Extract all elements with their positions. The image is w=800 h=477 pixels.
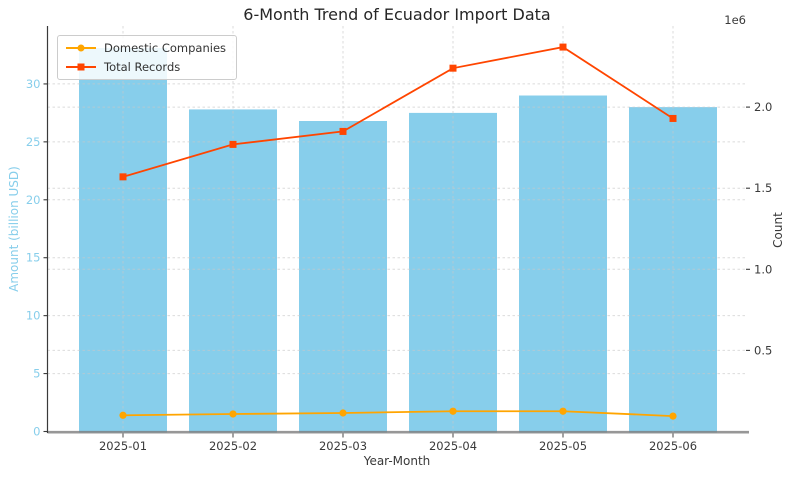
legend-label: Domestic Companies [104,41,227,55]
domestic-companies-line-marker-icon [66,44,96,53]
right-tick-label-1: 1.0 [754,262,772,276]
left-tick-label-25: 25 [26,135,41,149]
right-tick-label-0.5: 0.5 [754,343,772,357]
left-tick-label-30: 30 [26,77,41,91]
left-axis-label: Amount (billion USD) [7,166,21,292]
line-domestic-companies [122,410,674,417]
right-tick-label-1.5: 1.5 [754,181,772,195]
legend: Domestic Companies Total Records [57,35,238,80]
marker-square-2025-03 [339,127,347,135]
marker-circle-2025-04 [449,407,457,415]
right-tick-label-2: 2.0 [754,100,772,114]
left-tick-label-0: 0 [33,425,40,439]
x-tick-label-2025-06: 2025-06 [649,439,697,453]
total-records-line-marker-icon [66,63,96,72]
marker-circle-2025-02 [229,410,237,418]
legend-item-total-records: Total Records [66,60,226,74]
bar-2025-01 [79,48,167,433]
x-tick-label-2025-05: 2025-05 [539,439,587,453]
right-axis-label: Count [771,212,785,248]
marker-square-2025-05 [559,43,567,51]
legend-label: Total Records [104,60,181,74]
left-tick-label-5: 5 [33,367,40,381]
marker-square-2025-06 [669,114,677,122]
marker-square-2025-01 [119,173,127,181]
marker-square-2025-04 [449,64,457,72]
left-tick-label-20: 20 [26,193,41,207]
chart-title: 6-Month Trend of Ecuador Import Data [243,5,551,24]
x-tick-label-2025-03: 2025-03 [319,439,367,453]
x-tick-label-2025-01: 2025-01 [99,439,147,453]
x-tick-label-2025-04: 2025-04 [429,439,477,453]
marker-circle-2025-06 [669,412,677,420]
left-tick-label-10: 10 [26,309,41,323]
legend-item-domestic-companies: Domestic Companies [66,41,226,55]
marker-circle-2025-03 [339,409,347,417]
line-total-records [122,46,674,178]
x-axis-label: Year-Month [363,454,431,468]
marker-circle-2025-05 [559,407,567,415]
left-tick-label-15: 15 [26,251,41,265]
marker-square-2025-02 [229,140,237,148]
x-tick-label-2025-02: 2025-02 [209,439,257,453]
marker-circle-2025-01 [119,411,127,419]
right-axis-offset-label: 1e6 [724,13,746,27]
